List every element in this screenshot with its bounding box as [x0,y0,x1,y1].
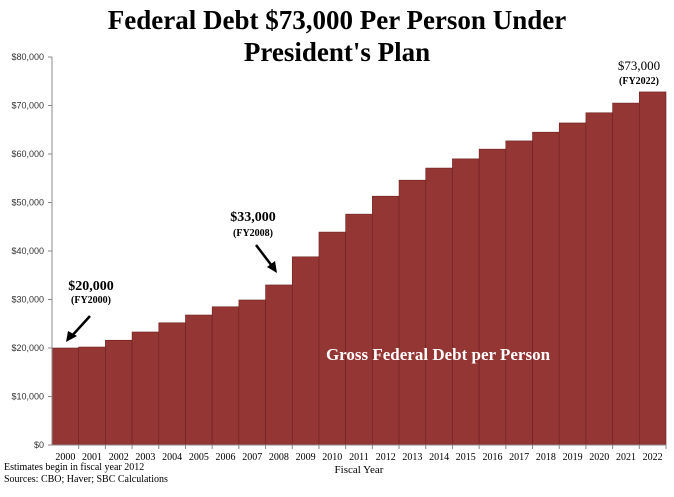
bar-2011 [345,213,373,446]
note-sources: Sources: CBO; Haver; SBC Calculations [4,474,168,485]
bar-2016 [478,148,507,446]
y-tick-label: $30,000 [11,295,44,305]
annotation-year: (FY2022) [619,76,659,87]
x-tick-label: 2014 [429,452,449,463]
bar-2021 [612,102,640,446]
y-tick-label: $0 [34,440,44,450]
bar-2014 [425,167,453,446]
x-tick-label: 2009 [296,452,316,463]
bar-2006 [211,306,240,446]
x-tick-label: 2022 [643,452,663,463]
x-tick-label: 2012 [376,452,396,463]
x-tick-label: 2015 [456,452,476,463]
arrowhead-icon [267,261,277,273]
x-tick-label: 2021 [616,452,636,463]
bar-2007 [238,299,266,446]
annotation-year: (FY2008) [233,228,273,239]
y-tick-label: $60,000 [11,149,44,159]
arrow-fy2008 [255,244,273,267]
bar-2017 [505,140,533,446]
bar-2003 [131,331,160,446]
x-tick-label: 2016 [482,452,502,463]
x-tick-label: 2006 [216,452,236,463]
x-tick-label: 2018 [536,452,556,463]
x-tick-label: 2010 [322,452,342,463]
annotation-value: $73,000 [618,58,660,73]
y-tick-label: $80,000 [11,52,44,62]
annotation-value: $33,000 [230,210,276,225]
x-tick-label: 2017 [509,452,529,463]
bar-2013 [398,179,427,446]
x-tick-label: 2008 [269,452,289,463]
bar-2010 [318,231,346,446]
x-tick-label: 2019 [563,452,583,463]
bar-2015 [452,158,480,446]
x-tick-label: 2004 [162,452,182,463]
y-tick-label: $20,000 [11,343,44,353]
annotation-year: (FY2000) [71,295,111,306]
x-tick-label: 2005 [189,452,209,463]
x-tick-label: 2003 [135,452,155,463]
bar-2008 [265,284,293,446]
x-tick-label: 2013 [402,452,422,463]
chart-title-line2: President's Plan [243,37,431,67]
bar-2012 [372,195,400,446]
bar-2018 [532,131,560,446]
bar-2004 [158,322,186,446]
bar-2001 [78,346,106,446]
note-estimates: Estimates begin in fiscal year 2012 [4,462,145,473]
bar-2022 [639,91,667,446]
x-tick-label: 2001 [82,452,102,463]
y-tick-label: $40,000 [11,246,44,256]
bar-2000 [51,347,79,446]
bar-2020 [585,112,613,446]
bar-2009 [291,256,320,446]
bar-2019 [558,122,587,446]
chart-title-line1: Federal Debt $73,000 Per Person Under [107,5,567,35]
series-label: Gross Federal Debt per Person [326,345,551,364]
y-tick-label: $70,000 [11,101,44,111]
y-tick-label: $50,000 [11,198,44,208]
x-tick-label: 2007 [242,452,262,463]
arrowhead-icon [66,331,77,342]
x-tick-label: 2002 [109,452,129,463]
bar-2005 [185,314,213,446]
x-tick-label: 2011 [349,452,369,463]
annotation-value: $20,000 [68,279,114,294]
y-tick-label: $10,000 [11,392,44,402]
x-tick-label: 2020 [589,452,609,463]
bar-2002 [105,339,133,446]
x-tick-label: 2000 [55,452,75,463]
x-axis-label: Fiscal Year [335,464,384,476]
